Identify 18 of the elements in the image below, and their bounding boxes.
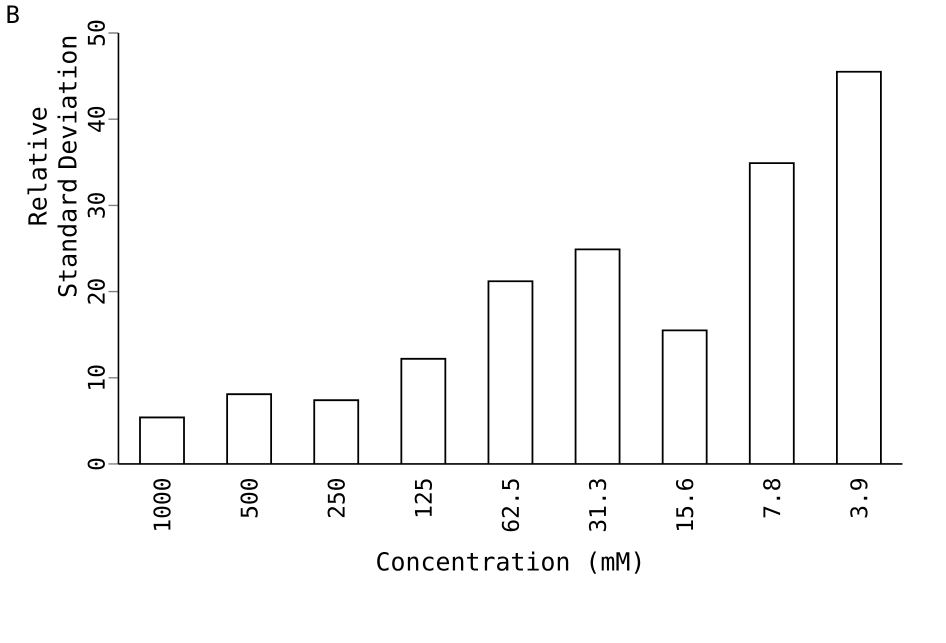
y-axis-title: Relative Standard Deviation [27,36,77,296]
x-tick-label: 62.5 [502,479,520,532]
x-tick-label: 7.8 [763,478,780,518]
y-tick-label: 10 [88,365,105,389]
text: B [7,6,19,23]
x-tick-label: 500 [240,478,258,518]
y-tick-label: 50 [88,20,105,46]
x-tick-label: 125 [414,479,432,516]
y-tick-label: 30 [88,193,105,218]
x-tick-label: 1000 [153,478,171,530]
x-tick-label: 31.3 [588,479,606,532]
y-tick-label: 40 [88,106,105,132]
x-axis-title: Concentration (mM) [377,552,640,574]
y-tick-label: 0 [88,458,105,470]
x-tick-label: 250 [328,478,345,518]
x-tick-label: 3.9 [850,479,868,518]
x-tick-label: 15.6 [676,478,694,530]
y-tick-label: 20 [88,279,105,304]
